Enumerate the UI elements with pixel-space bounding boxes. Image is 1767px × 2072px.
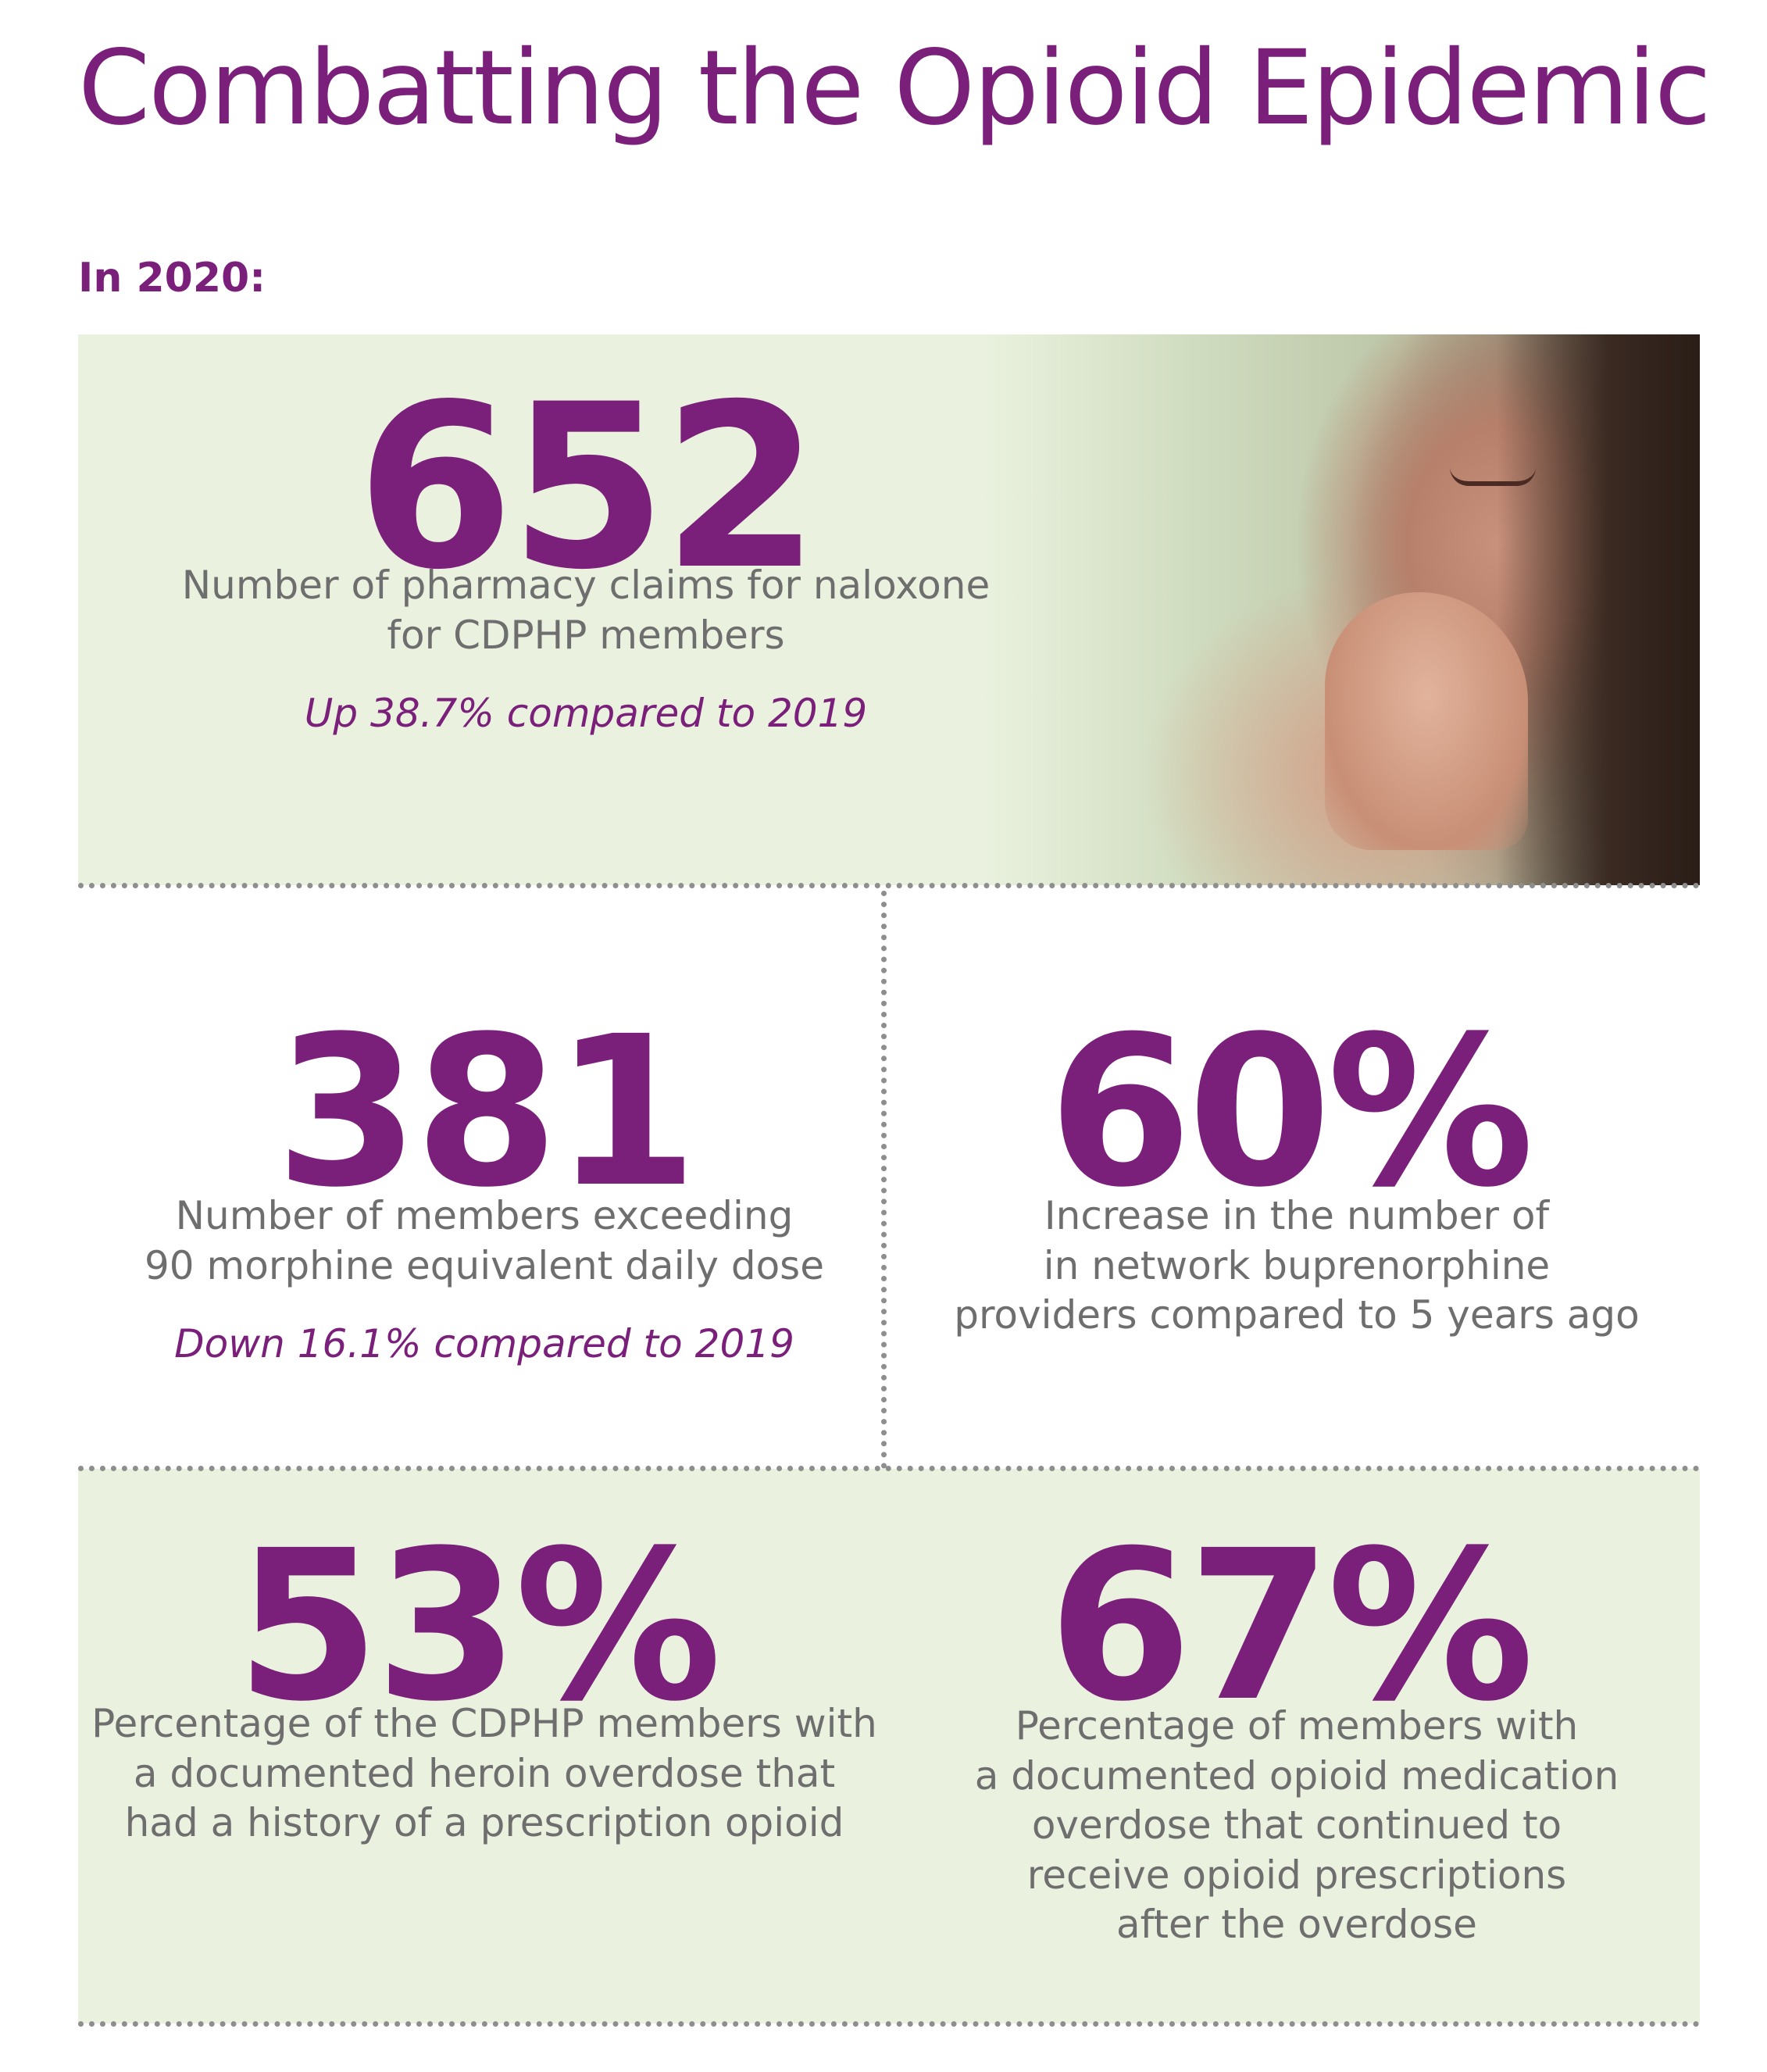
hair-shape [1497, 334, 1700, 885]
buprenorphine-stat-description: Increase in the number of in network bup… [954, 1193, 1640, 1338]
naloxone-stat-description: Number of pharmacy claims for naloxone f… [181, 563, 991, 658]
morphine-stat-change: Down 16.1% compared to 2019 [174, 1321, 794, 1366]
overdose-panel [78, 1469, 1700, 2024]
page-title: Combatting the Opioid Epidemic [78, 28, 1712, 148]
divider-bottom-end [78, 2021, 1700, 2027]
heroin-stat-description: Percentage of the CDPHP members with a d… [91, 1701, 877, 1845]
closed-eye-shape [1450, 467, 1536, 486]
naloxone-stat-value: 652 [356, 356, 819, 620]
medication-overdose-stat-description: Percentage of members with a documented … [974, 1703, 1619, 1947]
buprenorphine-stat-value: 60% [1048, 992, 1534, 1233]
heroin-stat-value: 53% [235, 1506, 722, 1747]
naloxone-stat-change: Up 38.7% compared to 2019 [304, 691, 868, 736]
hands-shape [1325, 592, 1528, 850]
year-label: In 2020: [78, 255, 266, 302]
naloxone-panel [78, 334, 1700, 885]
divider-middle-vertical [881, 891, 887, 1469]
distressed-woman-photo [981, 334, 1700, 885]
morphine-stat-description: Number of members exceeding 90 morphine … [145, 1193, 824, 1288]
divider-bottom-top [78, 1466, 1700, 1471]
divider-top [78, 883, 1700, 888]
morphine-stat-value: 381 [275, 992, 698, 1233]
medication-overdose-stat-value: 67% [1048, 1506, 1534, 1747]
